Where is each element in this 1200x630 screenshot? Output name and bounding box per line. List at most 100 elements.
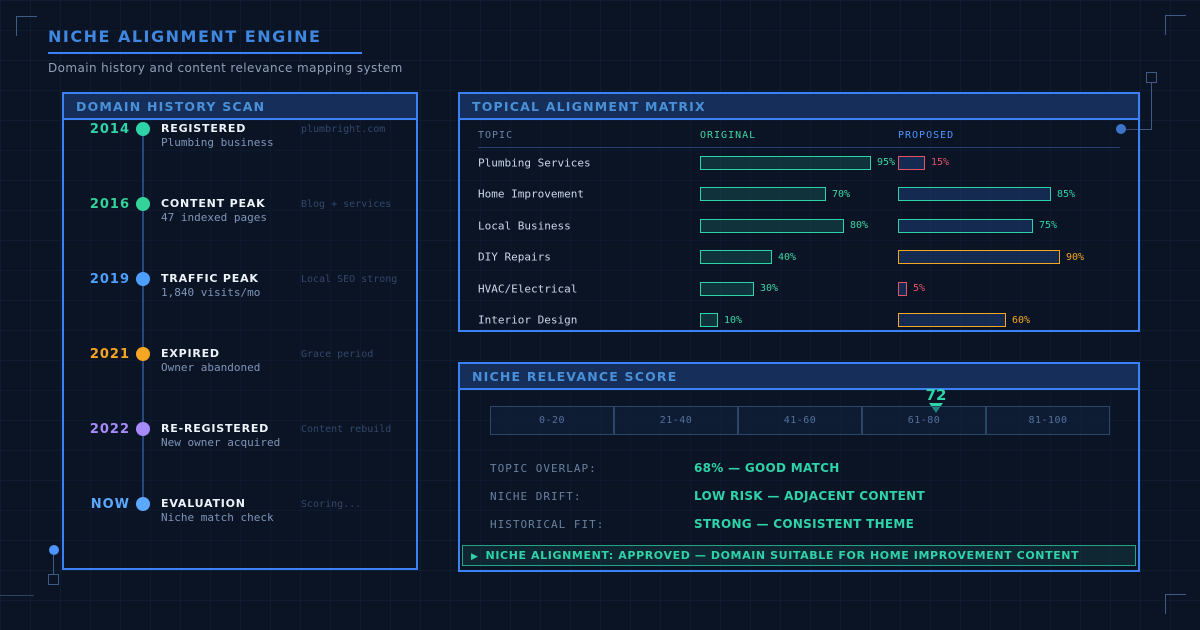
proposed-bar bbox=[898, 187, 1051, 202]
timeline-event-detail: Niche match check bbox=[161, 511, 274, 524]
score-range-segment: 81-100 bbox=[986, 406, 1110, 435]
timeline-event: 2021 EXPIRED Owner abandoned Grace perio… bbox=[64, 346, 416, 421]
circuit-square-icon bbox=[48, 574, 59, 585]
column-header-original: ORIGINAL bbox=[700, 130, 757, 141]
timeline-year: NOW bbox=[90, 497, 130, 512]
timeline-event-note: Content rebuild bbox=[301, 424, 392, 435]
metric-row: HISTORICAL FIT: STRONG — CONSISTENT THEM… bbox=[490, 512, 1118, 540]
timeline-event-detail: Plumbing business bbox=[161, 136, 274, 149]
score-value: 72 bbox=[925, 386, 947, 404]
timeline-dot-icon bbox=[136, 122, 150, 136]
matrix-table: Plumbing Services 95% 15% Home Improveme… bbox=[460, 147, 1138, 336]
table-row: Interior Design 10% 60% bbox=[460, 305, 1138, 337]
proposed-score-cell: 90% bbox=[898, 242, 1084, 274]
original-score-cell: 10% bbox=[700, 305, 742, 337]
original-score-cell: 80% bbox=[700, 210, 868, 242]
original-percent: 30% bbox=[760, 283, 779, 295]
timeline-line bbox=[142, 129, 144, 506]
timeline-year: 2019 bbox=[89, 272, 130, 287]
domain-history-panel: DOMAIN HISTORY SCAN 2014 REGISTERED Plum… bbox=[62, 92, 418, 570]
timeline-dot-icon bbox=[136, 497, 150, 511]
proposed-bar bbox=[898, 155, 925, 170]
relevance-score-panel-title: NICHE RELEVANCE SCORE bbox=[460, 364, 1138, 390]
timeline-year: 2016 bbox=[89, 197, 130, 212]
approval-status-bar: ▶ NICHE ALIGNMENT: APPROVED — DOMAIN SUIT… bbox=[462, 545, 1136, 566]
circuit-line bbox=[1151, 83, 1152, 129]
proposed-score-cell: 15% bbox=[898, 147, 949, 179]
score-range-segment: 61-80 bbox=[862, 406, 986, 435]
timeline-event: 2019 TRAFFIC PEAK 1,840 visits/mo Local … bbox=[64, 271, 416, 346]
circuit-square-icon bbox=[1146, 72, 1157, 83]
proposed-bar bbox=[898, 218, 1033, 233]
original-score-cell: 30% bbox=[700, 273, 778, 305]
original-bar bbox=[700, 250, 772, 265]
topic-label: Interior Design bbox=[478, 313, 578, 327]
table-row: DIY Repairs 40% 90% bbox=[460, 242, 1138, 274]
page-header: NICHE ALIGNMENT ENGINE Domain history an… bbox=[48, 27, 403, 75]
page-subtitle: Domain history and content relevance map… bbox=[48, 61, 403, 75]
score-range-segment: 0-20 bbox=[490, 406, 614, 435]
timeline-event-title: EVALUATION bbox=[161, 497, 246, 510]
proposed-score-cell: 60% bbox=[898, 305, 1030, 337]
column-header-topic: TOPIC bbox=[478, 130, 514, 141]
original-score-cell: 95% bbox=[700, 147, 895, 179]
table-row: Local Business 80% 75% bbox=[460, 210, 1138, 242]
circuit-node-icon bbox=[49, 545, 59, 555]
table-row: HVAC/Electrical 30% 5% bbox=[460, 273, 1138, 305]
corner-bracket-icon bbox=[1165, 15, 1186, 35]
score-marker-icon bbox=[929, 403, 943, 413]
timeline-event: NOW EVALUATION Niche match check Scoring… bbox=[64, 496, 416, 571]
timeline-event-note: plumbright.com bbox=[301, 124, 386, 135]
topic-label: Home Improvement bbox=[478, 187, 584, 201]
table-header-rule bbox=[478, 147, 1120, 148]
proposed-percent: 75% bbox=[1039, 220, 1058, 232]
proposed-percent: 85% bbox=[1057, 188, 1076, 200]
timeline-year: 2014 bbox=[89, 122, 130, 137]
timeline-dot-icon bbox=[136, 347, 150, 361]
corner-bracket-icon bbox=[16, 16, 37, 36]
original-bar bbox=[700, 187, 826, 202]
proposed-percent: 60% bbox=[1012, 314, 1031, 326]
original-percent: 40% bbox=[778, 251, 797, 263]
proposed-score-cell: 75% bbox=[898, 210, 1057, 242]
timeline-event-title: TRAFFIC PEAK bbox=[161, 272, 259, 285]
table-row: Plumbing Services 95% 15% bbox=[460, 147, 1138, 179]
topic-label: HVAC/Electrical bbox=[478, 282, 578, 296]
proposed-percent: 90% bbox=[1066, 251, 1085, 263]
timeline-event-note: Local SEO strong bbox=[301, 274, 398, 285]
timeline-event: 2014 REGISTERED Plumbing business plumbr… bbox=[64, 121, 416, 196]
original-percent: 70% bbox=[832, 188, 851, 200]
original-bar bbox=[700, 155, 871, 170]
metric-value: 68% — GOOD MATCH bbox=[694, 461, 840, 475]
timeline-event-detail: New owner acquired bbox=[161, 436, 281, 449]
original-percent: 95% bbox=[877, 157, 896, 169]
timeline-event-detail: 1,840 visits/mo bbox=[161, 286, 261, 299]
timeline-event-title: CONTENT PEAK bbox=[161, 197, 266, 210]
timeline-dot-icon bbox=[136, 422, 150, 436]
original-score-cell: 70% bbox=[700, 179, 850, 211]
original-bar bbox=[700, 281, 754, 296]
topic-label: Plumbing Services bbox=[478, 156, 591, 170]
proposed-score-cell: 5% bbox=[898, 273, 925, 305]
timeline-event-note: Scoring... bbox=[301, 499, 362, 510]
timeline-event-title: RE-REGISTERED bbox=[161, 422, 270, 435]
play-icon: ▶ bbox=[471, 552, 479, 562]
approval-status-text: NICHE ALIGNMENT: APPROVED — DOMAIN SUITA… bbox=[485, 549, 1080, 562]
page-title: NICHE ALIGNMENT ENGINE bbox=[48, 27, 322, 46]
proposed-percent: 15% bbox=[931, 157, 950, 169]
metric-value: STRONG — CONSISTENT THEME bbox=[694, 517, 915, 531]
metric-label: NICHE DRIFT: bbox=[490, 490, 582, 503]
metric-row: TOPIC OVERLAP: 68% — GOOD MATCH bbox=[490, 456, 1118, 484]
timeline-dot-icon bbox=[136, 197, 150, 211]
timeline-event-title: EXPIRED bbox=[161, 347, 220, 360]
original-bar bbox=[700, 313, 718, 328]
title-underline bbox=[48, 52, 362, 54]
metric-row: NICHE DRIFT: LOW RISK — ADJACENT CONTENT bbox=[490, 484, 1118, 512]
score-scale: 0-20 21-40 41-60 61-80 81-100 bbox=[490, 406, 1110, 435]
proposed-bar bbox=[898, 313, 1006, 328]
table-row: Home Improvement 70% 85% bbox=[460, 179, 1138, 211]
relevance-score-panel: NICHE RELEVANCE SCORE 72 0-20 21-40 41-6… bbox=[458, 362, 1140, 572]
timeline-event-detail: 47 indexed pages bbox=[161, 211, 267, 224]
metric-label: HISTORICAL FIT: bbox=[490, 518, 605, 531]
